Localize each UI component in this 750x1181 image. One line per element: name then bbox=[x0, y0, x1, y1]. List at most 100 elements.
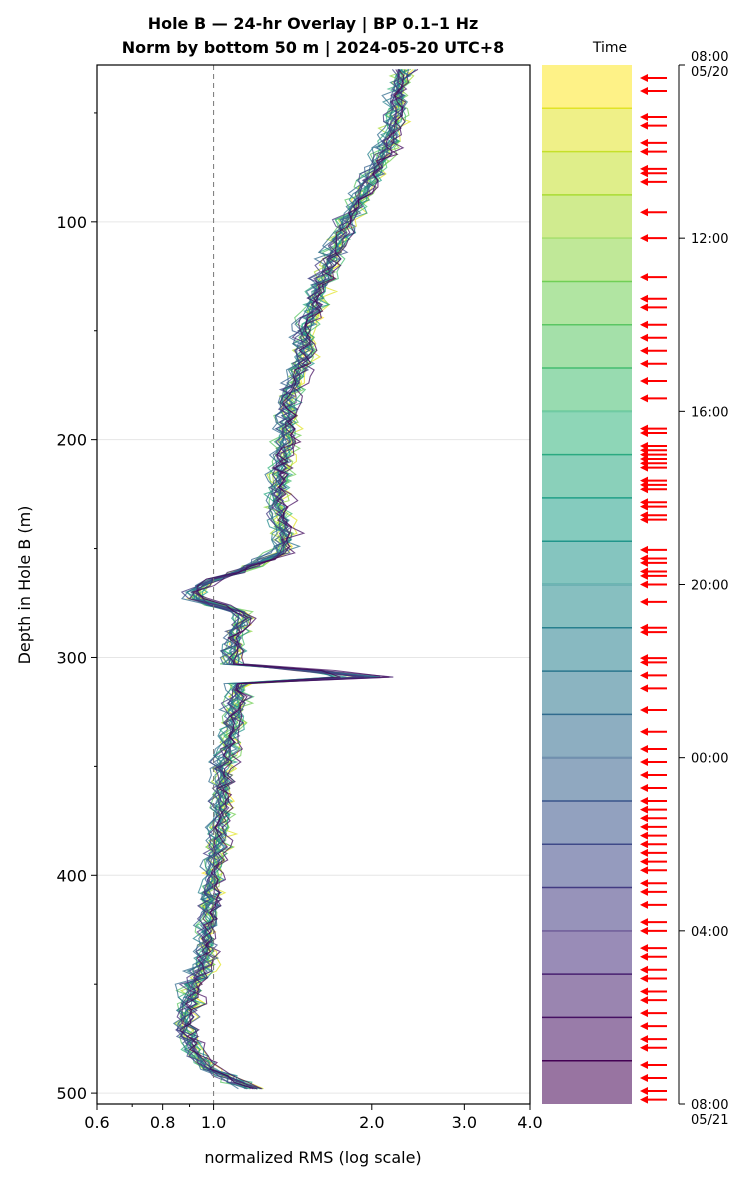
colorbar-band bbox=[542, 541, 632, 585]
time-marker-head bbox=[640, 706, 648, 715]
colorbar-band bbox=[542, 714, 632, 758]
colorbar-band bbox=[542, 887, 632, 931]
time-marker-arrow bbox=[640, 234, 667, 243]
colorbar-band bbox=[542, 974, 632, 1018]
time-marker-arrow bbox=[640, 1095, 667, 1104]
time-marker-head bbox=[640, 783, 648, 792]
time-marker-head bbox=[640, 359, 648, 368]
time-marker-head bbox=[640, 346, 648, 355]
time-marker-head bbox=[640, 485, 648, 494]
time-marker-arrow bbox=[640, 121, 667, 130]
time-marker-head bbox=[640, 918, 648, 927]
colorbar-band bbox=[542, 368, 632, 412]
time-marker-arrow bbox=[640, 952, 667, 961]
colorbar-tick-label: 08:00 bbox=[691, 1098, 728, 1113]
time-marker-head bbox=[640, 86, 648, 95]
time-marker-head bbox=[640, 394, 648, 403]
chart-subtitle: Norm by bottom 50 m | 2024-05-20 UTC+8 bbox=[122, 38, 505, 58]
time-marker-arrow bbox=[640, 580, 667, 589]
time-marker-head bbox=[640, 138, 648, 147]
time-marker-arrow bbox=[640, 545, 667, 554]
time-marker-head bbox=[640, 177, 648, 186]
time-marker-head bbox=[640, 73, 648, 82]
time-marker-head bbox=[640, 234, 648, 243]
y-tick-label: 200 bbox=[56, 431, 87, 450]
time-marker-head bbox=[640, 320, 648, 329]
time-marker-head bbox=[640, 996, 648, 1005]
time-marker-arrow bbox=[640, 706, 667, 715]
time-marker-head bbox=[640, 1043, 648, 1052]
time-marker-head bbox=[640, 879, 648, 888]
y-tick-label: 100 bbox=[56, 213, 87, 232]
time-marker-head bbox=[640, 515, 648, 524]
time-marker-head bbox=[640, 965, 648, 974]
time-marker-head bbox=[640, 745, 648, 754]
time-marker-arrow bbox=[640, 783, 667, 792]
time-marker-head bbox=[640, 684, 648, 693]
time-marker-head bbox=[640, 121, 648, 130]
y-axis: 100 200 300 400 500 bbox=[56, 112, 97, 1103]
time-marker-head bbox=[640, 169, 648, 178]
time-marker-arrow bbox=[640, 727, 667, 736]
x-tick-label: 2.0 bbox=[359, 1113, 384, 1132]
colorbar-band bbox=[542, 281, 632, 325]
time-marker-arrow bbox=[640, 294, 667, 303]
time-marker-arrow bbox=[640, 866, 667, 875]
time-marker-arrow bbox=[640, 502, 667, 511]
time-marker-head bbox=[640, 866, 648, 875]
colorbar-tick-label: 08:00 bbox=[691, 50, 728, 65]
colorbar-band bbox=[542, 627, 632, 672]
time-marker-arrow bbox=[640, 879, 667, 888]
time-marker-head bbox=[640, 900, 648, 909]
colorbar-band bbox=[542, 844, 632, 888]
time-marker-arrow bbox=[640, 558, 667, 567]
time-marker-head bbox=[640, 628, 648, 637]
time-marker-head bbox=[640, 757, 648, 766]
time-marker-arrow bbox=[640, 805, 667, 814]
time-marker-head bbox=[640, 1009, 648, 1018]
time-marker-head bbox=[640, 545, 648, 554]
time-marker-head bbox=[640, 952, 648, 961]
y-axis-label: Depth in Hole B (m) bbox=[15, 506, 34, 665]
time-marker-head bbox=[640, 208, 648, 217]
time-marker-head bbox=[640, 303, 648, 312]
time-marker-head bbox=[640, 671, 648, 680]
time-marker-head bbox=[640, 770, 648, 779]
colorbar-band bbox=[542, 800, 632, 845]
time-marker-arrow bbox=[640, 796, 667, 805]
time-marker-arrow bbox=[640, 597, 667, 606]
x-axis-label: normalized RMS (log scale) bbox=[204, 1148, 421, 1167]
colorbar-tick-label: 04:00 bbox=[691, 925, 728, 940]
time-marker-head bbox=[640, 1022, 648, 1031]
time-markers bbox=[640, 73, 667, 1104]
chart-title: Hole B — 24-hr Overlay | BP 0.1–1 Hz bbox=[148, 14, 479, 34]
time-marker-arrow bbox=[640, 485, 667, 494]
time-marker-head bbox=[640, 147, 648, 156]
time-marker-arrow bbox=[640, 1035, 667, 1044]
time-marker-arrow bbox=[640, 463, 667, 472]
time-marker-head bbox=[640, 814, 648, 823]
x-axis: 0.6 0.8 1.0 2.0 3.0 4.0 bbox=[84, 1104, 543, 1132]
time-marker-arrow bbox=[640, 671, 667, 680]
x-tick-label: 3.0 bbox=[452, 1113, 477, 1132]
time-marker-arrow bbox=[640, 428, 667, 437]
y-tick-label: 300 bbox=[56, 648, 87, 667]
time-marker-arrow bbox=[640, 628, 667, 637]
colorbar-band bbox=[542, 194, 632, 239]
time-marker-head bbox=[640, 377, 648, 386]
time-marker-head bbox=[640, 597, 648, 606]
x-tick-label: 1.0 bbox=[201, 1113, 226, 1132]
colorbar-band bbox=[542, 238, 632, 282]
time-marker-head bbox=[640, 428, 648, 437]
time-marker-head bbox=[640, 294, 648, 303]
time-marker-arrow bbox=[640, 987, 667, 996]
time-marker-head bbox=[640, 333, 648, 342]
time-marker-arrow bbox=[640, 918, 667, 927]
time-marker-arrow bbox=[640, 944, 667, 953]
time-marker-arrow bbox=[640, 1009, 667, 1018]
time-marker-arrow bbox=[640, 757, 667, 766]
time-marker-arrow bbox=[640, 320, 667, 329]
time-marker-head bbox=[640, 987, 648, 996]
colorbar-tick-label: 05/21 bbox=[691, 1113, 728, 1128]
